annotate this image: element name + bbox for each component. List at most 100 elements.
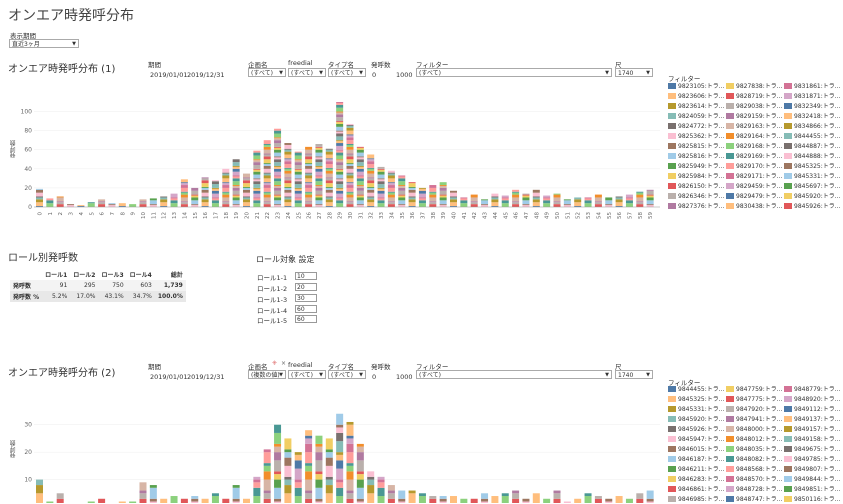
- bar[interactable]: [574, 498, 582, 503]
- bar[interactable]: [315, 144, 323, 207]
- filter-icon[interactable]: ⁜: [272, 360, 278, 367]
- bar[interactable]: [594, 194, 602, 207]
- bar[interactable]: [325, 438, 333, 503]
- legend-item[interactable]: 9848568:トラ...: [726, 466, 782, 474]
- bar[interactable]: [605, 498, 613, 503]
- bar[interactable]: [87, 202, 95, 207]
- bar[interactable]: [191, 187, 199, 207]
- legend-item[interactable]: 9825816:トラ...: [668, 153, 724, 161]
- bar[interactable]: [501, 493, 509, 503]
- bar[interactable]: [139, 482, 147, 503]
- legend-item[interactable]: 9844887:トラ...: [784, 143, 840, 151]
- legend-item[interactable]: 9849785:トラ...: [784, 456, 840, 464]
- legend-item[interactable]: 9847941:トラ...: [726, 416, 782, 424]
- bar[interactable]: [584, 197, 592, 207]
- bar[interactable]: [429, 496, 437, 503]
- legend-item[interactable]: 9829479:トラ...: [726, 193, 782, 201]
- bar[interactable]: [243, 498, 250, 503]
- bar[interactable]: [439, 496, 447, 503]
- bar[interactable]: [646, 490, 654, 503]
- bar[interactable]: [460, 498, 468, 503]
- legend-item[interactable]: 9845926:トラ...: [784, 203, 840, 211]
- bar[interactable]: [77, 205, 85, 207]
- bar[interactable]: [605, 197, 613, 207]
- bar[interactable]: [170, 193, 178, 207]
- bar[interactable]: [636, 191, 644, 207]
- bar[interactable]: [429, 185, 437, 207]
- legend-item[interactable]: 9849675:トラ...: [784, 446, 840, 454]
- legend-item[interactable]: 9849807:トラ...: [784, 466, 840, 474]
- bar[interactable]: [501, 195, 509, 207]
- bar[interactable]: [367, 154, 375, 208]
- bar[interactable]: [356, 443, 364, 503]
- bar[interactable]: [160, 196, 168, 208]
- legend-item[interactable]: 9846015:トラ...: [668, 446, 724, 454]
- panel2-filter-dropdown[interactable]: (すべて) ▼: [416, 370, 612, 379]
- bar[interactable]: [491, 496, 499, 503]
- bar[interactable]: [450, 190, 457, 207]
- legend-item[interactable]: 9827376:トラ...: [668, 203, 724, 211]
- legend-item[interactable]: 9845325:トラ...: [668, 396, 724, 404]
- panel2-shaku-dropdown[interactable]: 1740 ▼: [615, 370, 653, 379]
- legend-item[interactable]: 9845920:トラ...: [784, 193, 840, 201]
- bar[interactable]: [87, 501, 95, 503]
- bar[interactable]: [274, 424, 282, 503]
- bar[interactable]: [129, 501, 137, 503]
- bar[interactable]: [46, 198, 54, 207]
- bar[interactable]: [481, 199, 489, 207]
- bar[interactable]: [211, 493, 219, 503]
- legend-item[interactable]: 9845920:トラ...: [668, 416, 724, 424]
- bar[interactable]: [398, 175, 406, 208]
- legend-item[interactable]: 9848012:トラ...: [726, 436, 782, 444]
- bar[interactable]: [36, 188, 43, 207]
- bar[interactable]: [243, 173, 250, 207]
- bar[interactable]: [615, 196, 623, 208]
- bar[interactable]: [553, 193, 561, 207]
- bar[interactable]: [625, 194, 633, 207]
- legend-item[interactable]: 9827838:トラ...: [726, 83, 782, 91]
- legend-item[interactable]: 9829170:トラ...: [726, 163, 782, 171]
- legend-item[interactable]: 9831861:トラ...: [784, 83, 840, 91]
- bar[interactable]: [491, 193, 499, 207]
- bar[interactable]: [263, 449, 271, 503]
- legend-item[interactable]: 9844888:トラ...: [784, 153, 840, 161]
- bar[interactable]: [325, 148, 333, 207]
- legend-item[interactable]: 9845331:トラ...: [668, 406, 724, 414]
- legend-item[interactable]: 9847775:トラ...: [726, 396, 782, 404]
- panel2-calls-max[interactable]: 1000: [396, 373, 413, 381]
- bar[interactable]: [522, 498, 530, 503]
- legend-item[interactable]: 9848570:トラ...: [726, 476, 782, 484]
- legend-item[interactable]: 9849112:トラ...: [784, 406, 840, 414]
- bar[interactable]: [284, 438, 292, 503]
- panel1-filter-dropdown[interactable]: (すべて) ▼: [416, 68, 612, 77]
- panel1-calls-max[interactable]: 1000: [396, 71, 413, 79]
- bar[interactable]: [201, 498, 209, 503]
- legend-item[interactable]: 9844455:トラ...: [668, 386, 724, 394]
- legend-item[interactable]: 9829164:トラ...: [726, 133, 782, 141]
- bar[interactable]: [346, 421, 354, 503]
- legend-item[interactable]: 9824772:トラ...: [668, 123, 724, 131]
- bar[interactable]: [398, 490, 406, 503]
- legend-item[interactable]: 9844455:トラ...: [784, 133, 840, 141]
- legend-item[interactable]: 9847920:トラ...: [726, 406, 782, 414]
- bar[interactable]: [512, 490, 520, 503]
- role-setting-input[interactable]: 60: [295, 315, 317, 323]
- bar[interactable]: [594, 496, 602, 503]
- bar[interactable]: [201, 177, 209, 207]
- legend-item[interactable]: 9825984:トラ...: [668, 173, 724, 181]
- bar[interactable]: [543, 498, 551, 503]
- legend-item[interactable]: 9846211:トラ...: [668, 466, 724, 474]
- role-setting-input[interactable]: 10: [295, 272, 317, 280]
- legend-item[interactable]: 9829163:トラ...: [726, 123, 782, 131]
- legend-item[interactable]: 9823606:トラ...: [668, 93, 724, 101]
- panel1-shaku-dropdown[interactable]: 1740 ▼: [615, 68, 653, 77]
- bar[interactable]: [356, 146, 364, 207]
- legend-item[interactable]: 9832418:トラ...: [784, 113, 840, 121]
- bar[interactable]: [180, 179, 188, 207]
- bar[interactable]: [408, 182, 416, 207]
- bar[interactable]: [305, 430, 313, 503]
- legend-item[interactable]: 9845926:トラ...: [668, 426, 724, 434]
- legend-item[interactable]: 9848082:トラ...: [726, 456, 782, 464]
- bar[interactable]: [615, 496, 623, 503]
- bar[interactable]: [263, 140, 271, 207]
